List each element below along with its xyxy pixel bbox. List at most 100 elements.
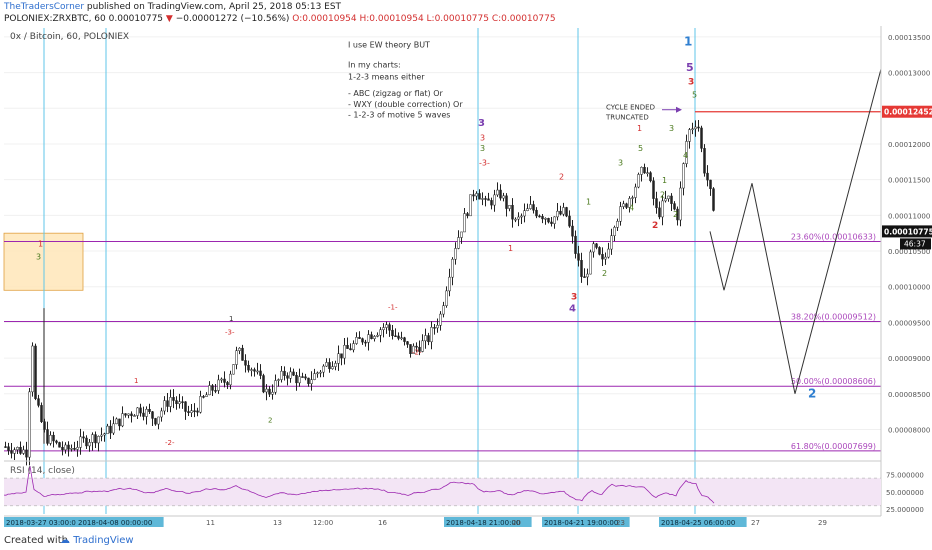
candle-body — [235, 350, 238, 365]
candle-body — [265, 388, 268, 393]
candle-body — [49, 434, 52, 444]
candle-body — [148, 409, 151, 412]
publish-info: published on TradingView.com, April 25, … — [86, 2, 342, 12]
wave-label: 1 — [229, 315, 233, 323]
symbol-line: POLONIEX:ZRXBTC, 60 0.00010775 ▼ −0.0000… — [4, 13, 556, 25]
last-price: 0.00010775 — [108, 14, 164, 24]
time-label: 27 — [751, 519, 760, 527]
chart-header: TheTradersCorner published on TradingVie… — [0, 0, 932, 26]
candle-body — [379, 329, 382, 336]
candle-body — [571, 225, 574, 237]
candle-body — [388, 324, 391, 331]
candle-body — [274, 380, 277, 393]
wave-label: In my charts: — [348, 61, 401, 70]
candle-body — [406, 341, 409, 345]
candle-body — [439, 313, 442, 326]
candle-body — [238, 347, 241, 351]
candle-body — [115, 418, 118, 425]
candle-body — [328, 362, 331, 370]
wave-label: -2- — [412, 349, 422, 357]
wave-label: 3 — [618, 158, 623, 167]
candle-body — [424, 335, 427, 342]
tradingview-logo[interactable]: ☁ TradingView — [60, 535, 134, 546]
wave-label: -2- — [165, 439, 175, 447]
candle-body — [97, 436, 100, 444]
candle-body — [433, 327, 436, 329]
created-with-text: Created with — [4, 535, 68, 546]
candle-body — [466, 213, 469, 217]
candle-body — [55, 440, 58, 443]
wave-label: 3 — [480, 144, 485, 153]
time-tag-text: 2018-04-08 00:00:00 — [78, 519, 152, 527]
candle-body — [625, 203, 628, 208]
candle-body — [313, 373, 316, 380]
candle-body — [205, 394, 208, 397]
candle-body — [658, 207, 661, 218]
candle-body — [529, 204, 532, 209]
candle-body — [652, 180, 655, 199]
candle-body — [220, 378, 223, 381]
candle-body — [373, 336, 376, 339]
candle-body — [643, 166, 646, 174]
wave-label: 5 — [692, 91, 697, 100]
candle-body — [214, 390, 217, 392]
candle-body — [541, 216, 544, 220]
candle-body — [682, 163, 685, 189]
candle-body — [217, 379, 220, 391]
candle-body — [670, 195, 673, 204]
time-tag-text: 2018-04-21 19:00:00 — [544, 519, 618, 527]
price-tick: 0.00011500 — [888, 177, 930, 185]
price-tick: 0.00008000 — [888, 426, 930, 434]
candle-body — [583, 276, 586, 278]
candle-body — [76, 447, 79, 450]
symbol-prefix: POLONIEX:ZRXBTC, 60 — [4, 14, 106, 24]
arrow-head-icon — [676, 106, 682, 113]
candle-body — [673, 203, 676, 210]
candle-body — [226, 382, 229, 386]
price-tick: 0.00010000 — [888, 284, 930, 292]
candle-body — [133, 415, 136, 417]
wave-label: 1 — [508, 244, 513, 253]
candle-body — [688, 129, 691, 142]
wave-label: 1 — [38, 240, 43, 249]
candle-body — [310, 379, 313, 384]
candle-body — [103, 433, 106, 436]
candle-body — [112, 423, 115, 434]
candle-body — [280, 370, 283, 380]
time-label: 29 — [818, 519, 827, 527]
candle-body — [256, 370, 259, 373]
author-name[interactable]: TheTradersCorner — [4, 2, 85, 12]
price-axis-bg — [881, 26, 932, 516]
candle-body — [292, 371, 295, 376]
candle-body — [448, 276, 451, 292]
wave-label: -3- — [479, 158, 490, 167]
candle-body — [331, 366, 334, 370]
candle-body — [415, 345, 418, 348]
candle-body — [634, 186, 637, 198]
candle-body — [493, 194, 496, 206]
publish-line: TheTradersCorner published on TradingVie… — [4, 1, 341, 13]
candle-body — [604, 256, 607, 260]
wave-label: 3 — [669, 124, 674, 133]
candle-body — [655, 198, 658, 209]
wave-label: 2 — [673, 210, 678, 219]
candle-body — [121, 413, 124, 427]
wave-label: I use EW theory BUT — [348, 41, 430, 50]
candle-body — [586, 273, 589, 278]
wave-label: 1 — [134, 377, 138, 385]
candle-body — [10, 450, 13, 454]
candle-body — [40, 405, 43, 422]
candle-body — [61, 446, 64, 451]
candle-body — [382, 327, 385, 331]
candle-body — [376, 334, 379, 337]
wave-label: 2 — [660, 191, 665, 200]
wave-label: 2 — [602, 269, 607, 278]
candle-body — [268, 388, 271, 395]
candle-body — [457, 237, 460, 249]
candle-body — [229, 373, 232, 386]
candle-body — [271, 391, 274, 395]
candle-body — [196, 410, 199, 413]
candle-body — [436, 325, 439, 329]
candle-body — [616, 220, 619, 228]
